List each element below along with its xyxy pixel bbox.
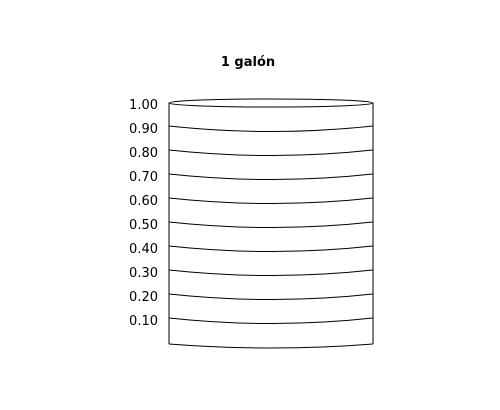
cylinder-bottom-rim xyxy=(168,343,374,349)
scale-label: 0.30 xyxy=(129,266,158,281)
graduation-line xyxy=(168,149,374,156)
scale-labels: 1.00 0.90 0.80 0.70 0.60 0.50 0.40 0.30 0.20 0.10 xyxy=(129,98,158,329)
scale-label: 0.20 xyxy=(129,290,158,305)
graduation-line xyxy=(168,221,374,228)
graduation-line xyxy=(168,197,374,204)
diagram-title: 1 galón xyxy=(221,55,275,70)
graduation-line xyxy=(168,125,374,132)
graduation-lines xyxy=(168,125,374,324)
scale-label: 0.70 xyxy=(129,170,158,185)
scale-label: 0.50 xyxy=(129,218,158,233)
graduation-line xyxy=(168,269,374,276)
graduation-line xyxy=(168,293,374,300)
scale-label: 0.40 xyxy=(129,242,158,257)
graduation-line xyxy=(168,245,374,252)
scale-label: 0.60 xyxy=(129,194,158,209)
scale-label: 0.10 xyxy=(129,314,158,329)
cylinder xyxy=(168,98,374,349)
cylinder-top-rim xyxy=(168,98,374,108)
graduation-line xyxy=(168,317,374,324)
scale-label: 1.00 xyxy=(129,98,158,113)
graduation-line xyxy=(168,173,374,180)
scale-label: 0.80 xyxy=(129,146,158,161)
scale-label: 0.90 xyxy=(129,122,158,137)
